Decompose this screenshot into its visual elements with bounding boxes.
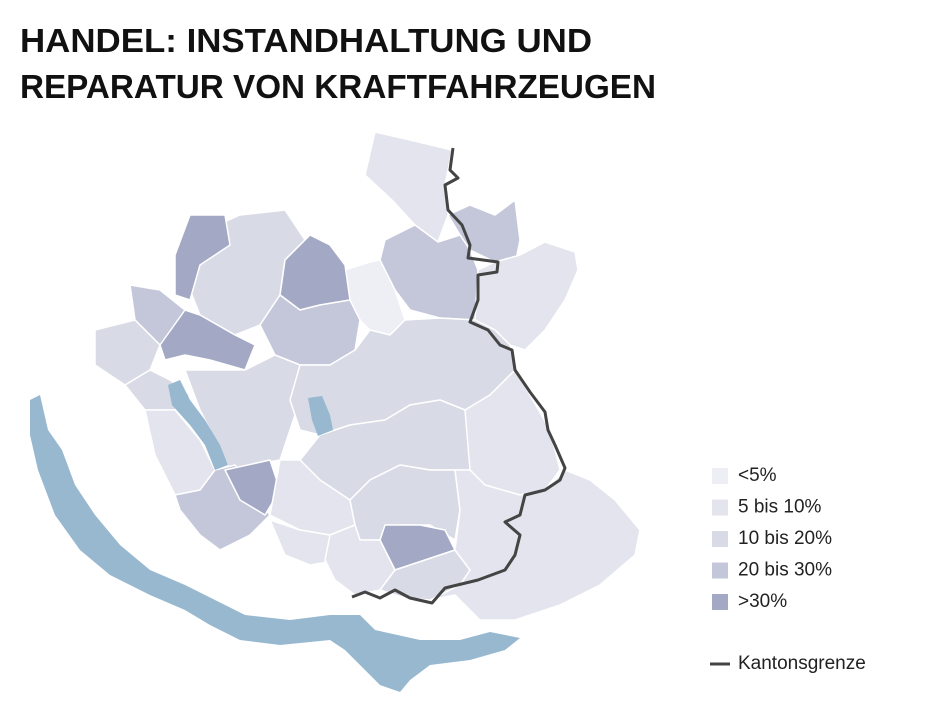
regions bbox=[94, 131, 641, 621]
legend-swatch bbox=[712, 594, 728, 610]
legend-label: <5% bbox=[738, 465, 777, 486]
region bbox=[174, 214, 231, 301]
region bbox=[364, 131, 453, 243]
legend-swatch bbox=[712, 562, 728, 579]
legend-label: 10 bis 20% bbox=[738, 528, 832, 549]
lakes bbox=[30, 380, 520, 692]
legend: <5% 5 bis 10% 10 bis 20% 20 bis 30% >30% Kant… bbox=[710, 465, 866, 674]
legend-swatch bbox=[712, 531, 728, 547]
lake bbox=[308, 396, 333, 436]
title-line: REPARATUR VON KRAFTFAHRZEUGEN bbox=[20, 68, 656, 105]
lake bbox=[168, 380, 228, 470]
legend-label: 5 bis 10% bbox=[738, 497, 822, 518]
canton-border bbox=[351, 147, 567, 605]
legend-label: 20 bis 30% bbox=[738, 560, 832, 581]
legend-swatch bbox=[712, 468, 728, 484]
legend-label: >30% bbox=[738, 591, 787, 612]
lake bbox=[30, 395, 520, 692]
legend-swatch bbox=[712, 499, 728, 516]
legend-label: Kantonsgrenze bbox=[738, 653, 866, 674]
title-line: HANDEL: INSTANDHALTUNG UND bbox=[20, 22, 592, 59]
region bbox=[159, 309, 256, 371]
